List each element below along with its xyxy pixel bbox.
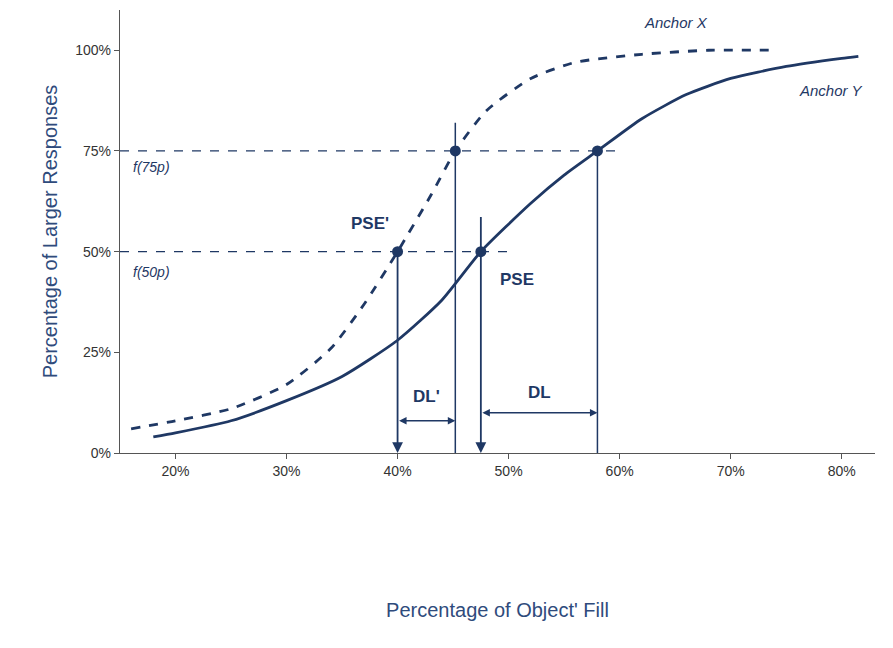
svg-text:25%: 25%: [83, 344, 111, 360]
svg-text:70%: 70%: [717, 463, 745, 479]
svg-text:60%: 60%: [606, 463, 634, 479]
svg-text:Percentage of Object' Fill: Percentage of Object' Fill: [386, 599, 609, 621]
svg-text:20%: 20%: [161, 463, 189, 479]
svg-text:40%: 40%: [384, 463, 412, 479]
svg-text:Anchor X: Anchor X: [644, 14, 708, 31]
svg-text:50%: 50%: [495, 463, 523, 479]
svg-text:100%: 100%: [75, 42, 111, 58]
svg-text:f(75p): f(75p): [133, 159, 170, 175]
svg-text:Percentage of Larger Responses: Percentage of Larger Responses: [39, 85, 61, 379]
svg-text:80%: 80%: [828, 463, 856, 479]
svg-text:DL: DL: [528, 383, 551, 402]
svg-text:PSE: PSE: [500, 270, 534, 289]
svg-text:0%: 0%: [91, 445, 111, 461]
svg-text:30%: 30%: [273, 463, 301, 479]
svg-text:Anchor Y: Anchor Y: [799, 82, 862, 99]
svg-text:DL': DL': [413, 387, 440, 406]
svg-text:PSE': PSE': [351, 214, 389, 233]
svg-text:75%: 75%: [83, 143, 111, 159]
svg-text:f(50p): f(50p): [133, 264, 170, 280]
svg-text:50%: 50%: [83, 244, 111, 260]
